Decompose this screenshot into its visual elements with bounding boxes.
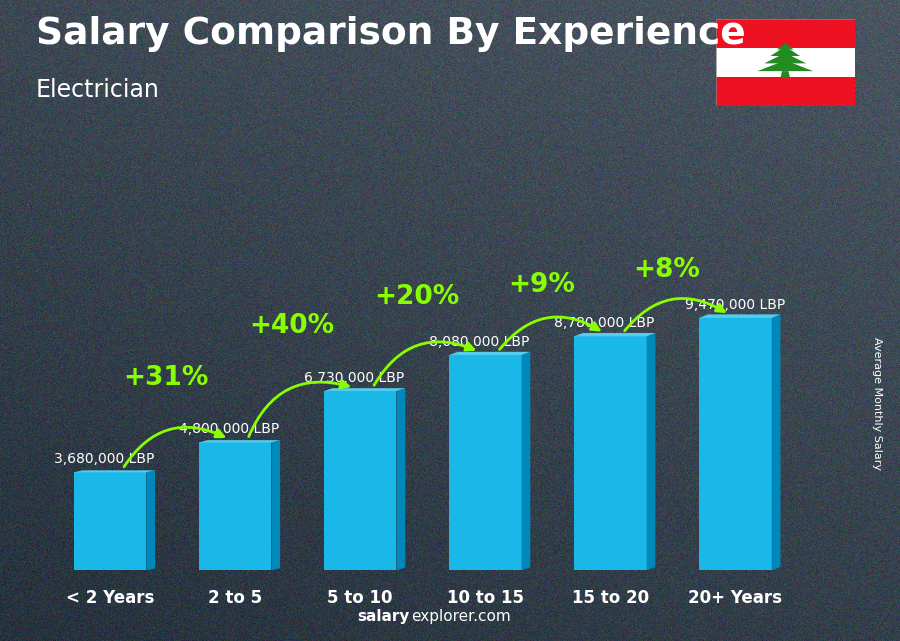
Bar bbox=[574, 337, 646, 570]
Polygon shape bbox=[777, 43, 794, 49]
Polygon shape bbox=[74, 470, 155, 472]
Polygon shape bbox=[764, 53, 806, 63]
Polygon shape bbox=[522, 352, 530, 570]
Text: 3,680,000 LBP: 3,680,000 LBP bbox=[54, 453, 154, 467]
Polygon shape bbox=[199, 440, 280, 442]
Bar bbox=[324, 391, 397, 570]
Bar bbox=[699, 318, 771, 570]
Bar bbox=[716, 77, 855, 106]
Polygon shape bbox=[771, 314, 780, 570]
Text: 8,080,000 LBP: 8,080,000 LBP bbox=[428, 335, 529, 349]
Text: 4,800,000 LBP: 4,800,000 LBP bbox=[179, 422, 279, 437]
Text: salary: salary bbox=[357, 609, 410, 624]
Polygon shape bbox=[324, 388, 405, 391]
Polygon shape bbox=[758, 60, 814, 71]
Text: +20%: +20% bbox=[374, 284, 459, 310]
Text: 6,730,000 LBP: 6,730,000 LBP bbox=[304, 371, 404, 385]
Bar bbox=[716, 19, 855, 48]
Polygon shape bbox=[770, 47, 800, 56]
Polygon shape bbox=[699, 314, 780, 318]
Text: 8,780,000 LBP: 8,780,000 LBP bbox=[554, 317, 654, 330]
Polygon shape bbox=[449, 352, 530, 355]
Text: +9%: +9% bbox=[508, 272, 575, 298]
Text: Average Monthly Salary: Average Monthly Salary bbox=[872, 337, 883, 470]
Bar bbox=[449, 355, 522, 570]
Polygon shape bbox=[272, 440, 280, 570]
Text: explorer.com: explorer.com bbox=[411, 609, 511, 624]
Bar bbox=[199, 442, 272, 570]
Polygon shape bbox=[780, 71, 790, 77]
Polygon shape bbox=[574, 333, 655, 337]
Text: Salary Comparison By Experience: Salary Comparison By Experience bbox=[36, 16, 746, 52]
Text: 9,470,000 LBP: 9,470,000 LBP bbox=[685, 298, 786, 312]
Polygon shape bbox=[147, 470, 155, 570]
Text: +40%: +40% bbox=[248, 313, 334, 339]
Text: +31%: +31% bbox=[123, 365, 209, 391]
Polygon shape bbox=[646, 333, 655, 570]
Bar bbox=[716, 48, 855, 77]
Text: Electrician: Electrician bbox=[36, 78, 160, 102]
Polygon shape bbox=[397, 388, 405, 570]
Bar bbox=[74, 472, 147, 570]
Text: +8%: +8% bbox=[634, 257, 700, 283]
